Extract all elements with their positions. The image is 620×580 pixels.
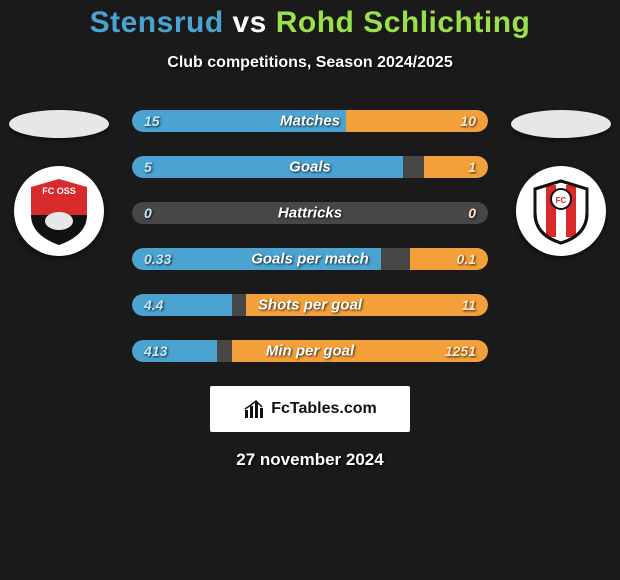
- stat-value-left: 0: [144, 205, 152, 221]
- date: 27 november 2024: [0, 450, 620, 470]
- player-oval-right: [511, 110, 611, 138]
- stat-label: Shots per goal: [258, 297, 362, 314]
- svg-text:FC: FC: [556, 196, 567, 205]
- brand-box[interactable]: FcTables.com: [210, 386, 410, 432]
- brand-text: FcTables.com: [271, 400, 377, 418]
- stat-value-left: 5: [144, 159, 152, 175]
- stat-row: Goals 5 1: [132, 156, 488, 178]
- main-row: FC OSS Matches 15 10 Goals 5 1 Hattricks 0 0 Goal…: [0, 110, 620, 362]
- club-badge-right: FC: [516, 166, 606, 256]
- subtitle: Club competitions, Season 2024/2025: [0, 54, 620, 72]
- stat-value-left: 4.4: [144, 297, 163, 313]
- stat-label: Hattricks: [278, 205, 342, 222]
- stat-value-left: 413: [144, 343, 167, 359]
- stat-row: Shots per goal 4.4 11: [132, 294, 488, 316]
- stat-value-left: 15: [144, 113, 160, 129]
- stat-row: Matches 15 10: [132, 110, 488, 132]
- stat-value-right: 11: [461, 297, 476, 313]
- club-left-label: FC OSS: [42, 186, 76, 196]
- player-oval-left: [9, 110, 109, 138]
- stat-row: Goals per match 0.33 0.1: [132, 248, 488, 270]
- stat-value-left: 0.33: [144, 251, 171, 267]
- stat-bars: Matches 15 10 Goals 5 1 Hattricks 0 0 Goals per m…: [132, 110, 488, 362]
- chart-bars-icon: [243, 398, 265, 420]
- shield-icon: FC: [525, 175, 597, 247]
- stat-value-right: 0.1: [457, 251, 476, 267]
- stat-label: Matches: [280, 113, 340, 130]
- bar-fill-right: [410, 248, 488, 270]
- stat-value-right: 1251: [445, 343, 476, 359]
- stat-row: Hattricks 0 0: [132, 202, 488, 224]
- stat-label: Min per goal: [266, 343, 354, 360]
- stat-label: Goals: [289, 159, 331, 176]
- page-title: Stensrud vs Rohd Schlichting: [0, 6, 620, 40]
- right-side: FC: [506, 110, 616, 256]
- club-badge-left-inner: FC OSS: [23, 175, 95, 247]
- comparison-card: Stensrud vs Rohd Schlichting Club compet…: [0, 0, 620, 470]
- left-side: FC OSS: [4, 110, 114, 256]
- stat-value-right: 0: [468, 205, 476, 221]
- club-badge-right-inner: FC: [525, 175, 597, 247]
- bar-fill-left: [132, 156, 403, 178]
- title-player-left: Stensrud: [90, 6, 224, 39]
- stat-value-right: 1: [468, 159, 476, 175]
- title-vs: vs: [224, 6, 276, 39]
- stat-row: Min per goal 413 1251: [132, 340, 488, 362]
- stat-value-right: 10: [460, 113, 476, 129]
- shield-icon: FC OSS: [23, 175, 95, 247]
- stat-label: Goals per match: [251, 251, 369, 268]
- club-badge-left: FC OSS: [14, 166, 104, 256]
- title-player-right: Rohd Schlichting: [276, 6, 531, 39]
- bar-fill-right: [424, 156, 488, 178]
